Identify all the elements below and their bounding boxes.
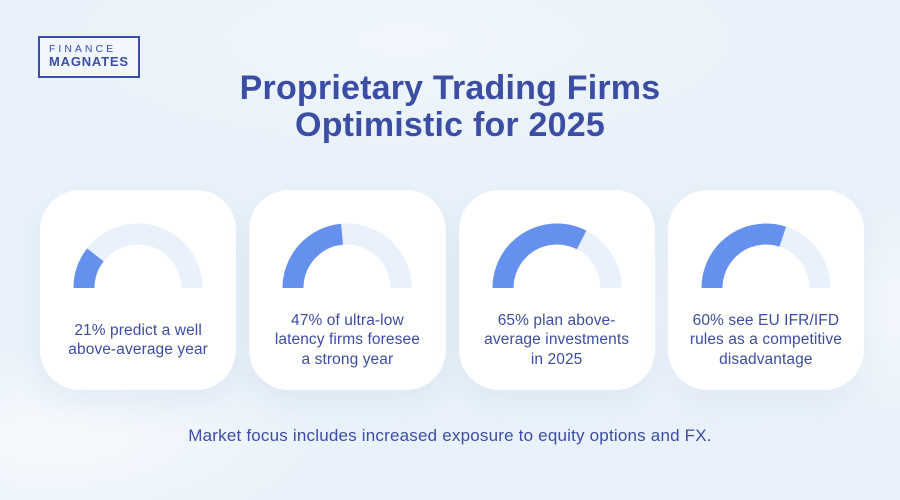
stat-label: 47% of ultra-low latency firms foresee a… — [275, 300, 420, 390]
brand-logo-line2: MAGNATES — [49, 54, 129, 70]
brand-logo-line1: FINANCE — [49, 43, 117, 55]
stat-label: 21% predict a well above-average year — [68, 300, 208, 390]
stat-label-line: 47% of ultra-low — [291, 311, 404, 329]
gauge-chart — [701, 223, 831, 289]
stat-label-line: a strong year — [301, 350, 394, 368]
page-title-line1: Proprietary Trading Firms — [239, 69, 661, 107]
stat-label-line: 65% plan above- — [497, 311, 616, 329]
stat-label-line: disadvantage — [719, 350, 813, 368]
page-title-line2: Optimistic for 2025 — [295, 106, 605, 145]
stat-label-line: average investments — [484, 331, 630, 349]
stat-label-line: 60% see EU IFR/IFD — [692, 311, 840, 329]
stat-card: 21% predict a well above-average year — [40, 190, 237, 390]
stat-label-line: rules as a competitive — [689, 331, 842, 349]
stat-card: 60% see EU IFR/IFD rules as a competitiv… — [667, 190, 864, 390]
gauge-chart — [282, 223, 412, 289]
stat-card: 47% of ultra-low latency firms foresee a… — [249, 190, 446, 390]
stat-label-line: latency firms foresee — [274, 331, 420, 349]
stat-card-row: 21% predict a well above-average year 47… — [40, 190, 864, 390]
footer-note: Market focus includes increased exposure… — [188, 426, 712, 445]
stat-label-line: 21% predict a well — [74, 321, 202, 339]
gauge-chart — [492, 223, 622, 289]
stat-label: 60% see EU IFR/IFD rules as a competitiv… — [690, 300, 842, 390]
stat-card: 65% plan above- average investments in 2… — [458, 190, 655, 390]
stat-label-line: in 2025 — [530, 350, 583, 368]
page-title: Proprietary Trading Firms Optimistic for… — [0, 0, 900, 145]
brand-logo: FINANCE MAGNATES — [38, 36, 140, 78]
gauge-chart — [73, 223, 203, 289]
stat-label: 65% plan above- average investments in 2… — [484, 300, 629, 390]
stat-label-line: above-average year — [68, 341, 208, 358]
